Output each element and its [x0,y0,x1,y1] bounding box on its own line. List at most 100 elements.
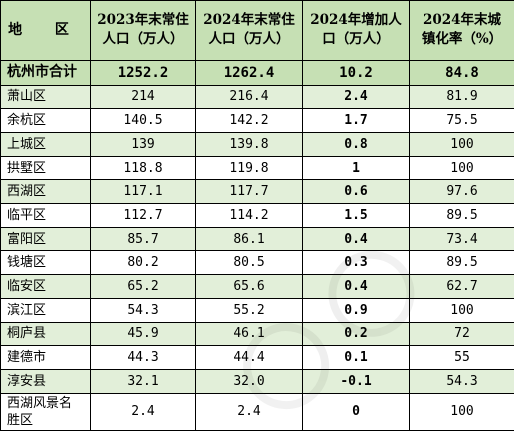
pop-2023-cell: 214 [91,85,196,109]
header-urbanization: 2024年末城 镇化率（%） [410,1,514,61]
region-name-line1: 西湖风景名 [7,395,90,412]
pop-2023-cell: 118.8 [91,156,196,180]
region-name: 滨江区 [1,298,91,322]
region-name: 淳安县 [1,369,91,393]
urbanization-cell: 81.9 [410,85,514,109]
header-pop-2023-line1: 2023年末常住 [91,11,195,30]
urbanization-cell: 75.5 [410,109,514,133]
pop-2024-cell: 117.7 [196,180,303,204]
increase-cell: 0.9 [303,298,410,322]
header-row: 地 区 2023年末常住 人口（万人） 2024年末常住 人口（万人） 2024… [1,1,514,61]
increase-cell: 0.4 [303,275,410,299]
region-name-line2: 胜区 [7,412,90,429]
increase-cell: 0.1 [303,346,410,370]
urbanization-cell: 97.6 [410,180,514,204]
urbanization-cell: 54.3 [410,369,514,393]
pop-2024-cell: 32.0 [196,369,303,393]
increase-cell: 1 [303,156,410,180]
region-name: 富阳区 [1,227,91,251]
urbanization-cell: 100 [410,156,514,180]
pop-2024-cell: 114.2 [196,204,303,228]
total-increase: 10.2 [303,60,410,85]
header-pop-2023: 2023年末常住 人口（万人） [91,1,196,61]
region-name: 临平区 [1,204,91,228]
pop-2023-cell: 32.1 [91,369,196,393]
urbanization-cell: 100 [410,298,514,322]
pop-2023-cell: 45.9 [91,322,196,346]
total-pop-2024: 1262.4 [196,60,303,85]
region-name: 建德市 [1,346,91,370]
increase-cell: 1.7 [303,109,410,133]
pop-2024-cell: 55.2 [196,298,303,322]
increase-cell: -0.1 [303,369,410,393]
region-name: 余杭区 [1,109,91,133]
pop-2024-cell: 86.1 [196,227,303,251]
urbanization-cell: 100 [410,393,514,430]
pop-2024-cell: 2.4 [196,393,303,430]
increase-cell: 2.4 [303,85,410,109]
pop-2024-cell: 44.4 [196,346,303,370]
pop-2023-cell: 65.2 [91,275,196,299]
pop-2023-cell: 112.7 [91,204,196,228]
urbanization-cell: 89.5 [410,204,514,228]
pop-2023-cell: 85.7 [91,227,196,251]
total-pop-2023: 1252.2 [91,60,196,85]
pop-2024-cell: 216.4 [196,85,303,109]
region-name: 上城区 [1,132,91,156]
pop-2024-cell: 46.1 [196,322,303,346]
header-pop-2024: 2024年末常住 人口（万人） [196,1,303,61]
increase-cell: 0.8 [303,132,410,156]
region-name: 临安区 [1,275,91,299]
pop-2023-cell: 117.1 [91,180,196,204]
region-name: 西湖区 [1,180,91,204]
pop-2023-cell: 2.4 [91,393,196,430]
header-pop-2023-line2: 人口（万人） [91,30,195,49]
pop-2024-cell: 119.8 [196,156,303,180]
region-name: 钱塘区 [1,251,91,275]
urbanization-cell: 100 [410,132,514,156]
header-pop-2024-line2: 人口（万人） [196,30,302,49]
increase-cell: 0.6 [303,180,410,204]
total-name: 杭州市合计 [1,60,91,85]
header-region: 地 区 [1,1,91,61]
pop-2023-cell: 140.5 [91,109,196,133]
total-urbanization: 84.8 [410,60,514,85]
pop-2024-cell: 142.2 [196,109,303,133]
region-name: 桐庐县 [1,322,91,346]
increase-cell: 0.3 [303,251,410,275]
urbanization-cell: 62.7 [410,275,514,299]
header-increase-line2: 口（万人） [303,30,409,49]
header-urbanization-line2: 镇化率（%） [410,30,514,49]
urbanization-cell: 55 [410,346,514,370]
header-increase-line1: 2024年增加人 [303,11,409,30]
increase-cell: 0 [303,393,410,430]
pop-2023-cell: 54.3 [91,298,196,322]
header-urbanization-line1: 2024年末城 [410,11,514,30]
increase-cell: 1.5 [303,204,410,228]
header-increase: 2024年增加人 口（万人） [303,1,410,61]
increase-cell: 0.2 [303,322,410,346]
region-name: 萧山区 [1,85,91,109]
urbanization-cell: 72 [410,322,514,346]
pop-2024-cell: 80.5 [196,251,303,275]
header-pop-2024-line1: 2024年末常住 [196,11,302,30]
pop-2023-cell: 80.2 [91,251,196,275]
increase-cell: 0.4 [303,227,410,251]
urbanization-cell: 89.5 [410,251,514,275]
